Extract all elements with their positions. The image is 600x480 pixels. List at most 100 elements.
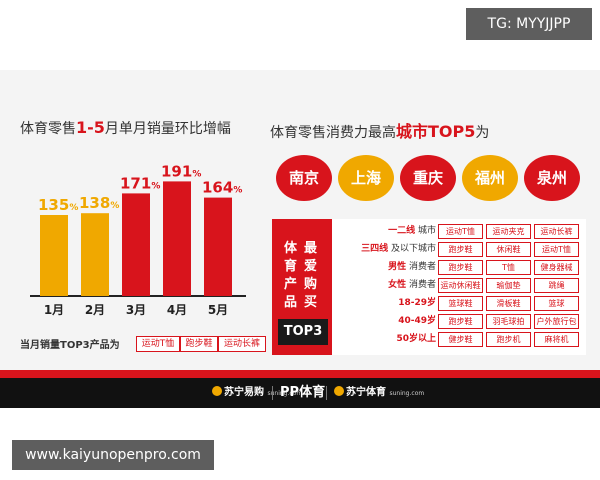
footer-brand-suning-sports-text: 苏宁体育 — [346, 387, 386, 398]
row-label-sub: 及以下城市 — [390, 244, 436, 254]
bar-3 — [122, 193, 150, 296]
footer-separator — [326, 386, 327, 400]
table-cell: 篮球 — [534, 296, 579, 311]
city-circle-fuzhou: 福州 — [462, 155, 518, 201]
right-title-post: 为 — [475, 125, 490, 141]
row-label: 男性 消费者 — [388, 259, 436, 276]
table-row: 男性 消费者 跑步鞋 T恤 健身器械 — [332, 259, 586, 276]
side-char: 购 — [304, 277, 318, 292]
table-cell: 滑板鞋 — [486, 296, 531, 311]
city-circle-shanghai: 上海 — [338, 155, 394, 201]
table-cell: 跳绳 — [534, 278, 579, 293]
left-title: 体育零售1-5月单月销量环比增幅 — [20, 118, 231, 138]
table-cell: 跑步鞋 — [438, 260, 483, 275]
city-circle-nanjing: 南京 — [276, 155, 332, 201]
category-tick-label: 5月 — [208, 303, 228, 317]
table-cell: 跑步鞋 — [438, 242, 483, 257]
row-label-main: 18-29岁 — [398, 298, 436, 308]
table-side-title: 体 育 产 品 最 爱 购 买 TOP3 — [272, 219, 332, 355]
row-label-main: 一二线 — [388, 226, 416, 236]
table-row: 50岁以上 健步鞋 跑步机 麻将机 — [332, 331, 586, 348]
table-cell: 麻将机 — [534, 332, 579, 347]
row-label-main: 女性 — [388, 280, 407, 290]
bar-2 — [81, 213, 109, 296]
row-label-main: 40-49岁 — [398, 316, 436, 326]
row-label: 一二线 城市 — [388, 223, 436, 240]
bar-5 — [204, 197, 232, 296]
side-char: 品 — [284, 295, 298, 310]
bar-value-label: 191% — [161, 162, 201, 180]
table-cell: 休闲鞋 — [486, 242, 531, 257]
table-cell: 瑜伽垫 — [486, 278, 531, 293]
table-cell: 运动T恤 — [534, 242, 579, 257]
table-row: 一二线 城市 运动T恤 运动夹克 运动长裤 — [332, 223, 586, 240]
bar-value-label: 164% — [202, 179, 242, 197]
side-char: 体 — [284, 241, 298, 256]
bar-value-label: 135% — [38, 196, 78, 214]
bar-chart: 135% 1月 138% 2月 171% 3月 191% 4月 164% 5月 — [30, 162, 246, 317]
table-row: 三四线 及以下城市 跑步鞋 休闲鞋 运动T恤 — [332, 241, 586, 258]
footer-brand-suning-sub: suning.com — [267, 390, 303, 397]
side-char: 产 — [284, 277, 298, 292]
table-cell: 羽毛球拍 — [486, 314, 531, 329]
left-title-pre: 体育零售 — [20, 121, 76, 137]
right-title-pre: 体育零售消费力最高 — [270, 125, 396, 141]
suning-sports-logo-icon — [334, 386, 344, 396]
table-cell: T恤 — [486, 260, 531, 275]
footer-brand-suning: 苏宁易购 suning.com — [212, 378, 302, 409]
right-title-highlight: 城市TOP5 — [396, 122, 476, 141]
table-cell: 篮球鞋 — [438, 296, 483, 311]
bar-4 — [163, 181, 191, 296]
side-char: 最 — [304, 241, 318, 256]
row-label-main: 50岁以上 — [396, 334, 436, 344]
row-label-main: 男性 — [388, 262, 407, 272]
left-title-highlight: 1-5 — [76, 118, 105, 137]
bar-1 — [40, 215, 68, 296]
table-cell: 跑步机 — [486, 332, 531, 347]
row-label: 三四线 及以下城市 — [361, 241, 436, 258]
row-label: 18-29岁 — [398, 295, 436, 312]
infographic: 体育零售1-5月单月销量环比增幅 135% 1月 138% 2月 171% 3月 191% 4… — [0, 70, 600, 408]
side-char: 育 — [284, 259, 298, 274]
category-tick-label: 1月 — [44, 303, 64, 317]
table-cell: 健步鞋 — [438, 332, 483, 347]
city-circle-quanzhou: 泉州 — [524, 155, 580, 201]
watermark-url: www.kaiyunopenpro.com — [12, 440, 214, 470]
city-circle-chongqing: 重庆 — [400, 155, 456, 201]
top3-products-row: 当月销量TOP3产品为 运动T恤 跑步鞋 运动长裤 — [20, 334, 266, 354]
category-tick-label: 3月 — [126, 303, 146, 317]
row-label-sub: 消费者 — [408, 262, 436, 272]
watermark-tag: TG: MYYJJPP — [466, 8, 592, 40]
suning-logo-icon — [212, 386, 222, 396]
table-cell: 运动夹克 — [486, 224, 531, 239]
top3-products-label: 当月销量TOP3产品为 — [20, 340, 120, 351]
bar-value-label: 171% — [120, 174, 160, 192]
footer-separator — [272, 386, 273, 400]
table-cell: 户外旅行包 — [534, 314, 579, 329]
row-label: 40-49岁 — [398, 313, 436, 330]
table-row: 18-29岁 篮球鞋 滑板鞋 篮球 — [332, 295, 586, 312]
table-cell: 运动长裤 — [534, 224, 579, 239]
top3-product-pill: 运动T恤 — [136, 336, 180, 352]
footer-brand-suning-sports: 苏宁体育 suning.com — [334, 378, 424, 409]
row-label-sub: 消费者 — [408, 280, 436, 290]
category-tick-label: 4月 — [167, 303, 187, 317]
top3-product-pill: 运动长裤 — [218, 336, 266, 352]
product-table: 体 育 产 品 最 爱 购 买 TOP3 一二线 城市 运动T恤 运动夹克 运动… — [272, 219, 586, 355]
footer-brand-suning-text: 苏宁易购 — [224, 387, 264, 398]
footer-brand-pptv: PP体育 — [280, 378, 325, 408]
footer-pp-logo: PP — [280, 385, 300, 400]
top3-product-pill: 跑步鞋 — [180, 336, 218, 352]
table-row: 女性 消费者 运动休闲鞋 瑜伽垫 跳绳 — [332, 277, 586, 294]
table-cell: 健身器械 — [534, 260, 579, 275]
table-cell: 运动T恤 — [438, 224, 483, 239]
left-title-post: 月单月销量环比增幅 — [104, 121, 231, 137]
row-label-sub: 城市 — [417, 226, 436, 236]
side-char: 买 — [304, 295, 318, 310]
footer-bar: 苏宁易购 suning.com PP体育 苏宁体育 suning.com — [0, 378, 600, 408]
red-band-divider — [0, 370, 600, 378]
top3-badge: TOP3 — [278, 319, 328, 345]
row-label: 女性 消费者 — [388, 277, 436, 294]
right-title: 体育零售消费力最高城市TOP5为 — [270, 118, 489, 142]
footer-pp-text: 体育 — [299, 385, 326, 400]
